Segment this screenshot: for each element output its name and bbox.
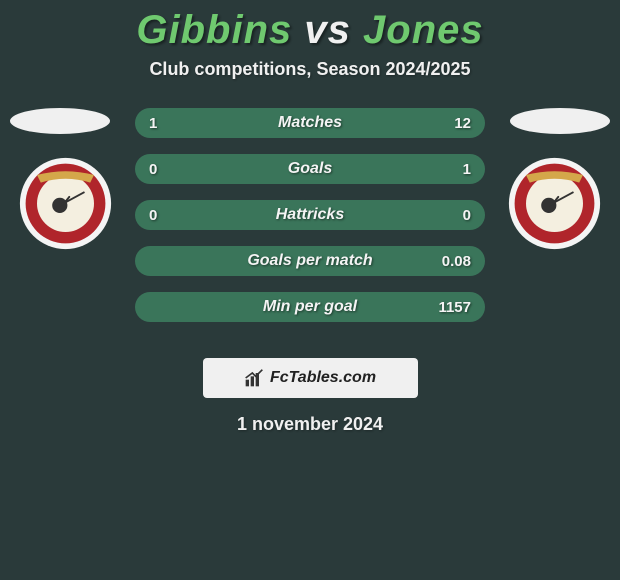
stat-label: Goals xyxy=(288,160,332,178)
player1-name: Gibbins xyxy=(136,8,292,52)
stat-right-value: 0.08 xyxy=(442,253,471,270)
player2-name: Jones xyxy=(363,8,484,52)
stat-row: Goals per match 0.08 xyxy=(135,246,485,276)
stat-row: Min per goal 1157 xyxy=(135,292,485,322)
vs-text: vs xyxy=(304,8,351,52)
right-crest xyxy=(507,156,602,251)
stat-right-value: 12 xyxy=(454,115,471,132)
brand-badge: FcTables.com xyxy=(203,358,418,398)
chart-icon xyxy=(244,368,264,388)
stat-left-value: 0 xyxy=(149,207,157,224)
stat-label: Min per goal xyxy=(263,298,357,316)
left-ellipse xyxy=(10,108,110,134)
subtitle: Club competitions, Season 2024/2025 xyxy=(0,59,620,80)
stat-left-value: 0 xyxy=(149,161,157,178)
stat-right-value: 1 xyxy=(463,161,471,178)
left-crest xyxy=(18,156,113,251)
comparison-chart: 1 Matches 12 0 Goals 1 0 Hattricks 0 Goa… xyxy=(0,108,620,338)
stat-label: Goals per match xyxy=(247,252,372,270)
right-ellipse xyxy=(510,108,610,134)
stat-bars: 1 Matches 12 0 Goals 1 0 Hattricks 0 Goa… xyxy=(135,108,485,322)
stat-row: 0 Goals 1 xyxy=(135,154,485,184)
stat-right-value: 0 xyxy=(463,207,471,224)
page-title: Gibbins vs Jones xyxy=(0,0,620,53)
stat-row: 0 Hattricks 0 xyxy=(135,200,485,230)
stat-left-value: 1 xyxy=(149,115,157,132)
stat-label: Hattricks xyxy=(276,206,344,224)
stat-row: 1 Matches 12 xyxy=(135,108,485,138)
stat-label: Matches xyxy=(278,114,342,132)
date-text: 1 november 2024 xyxy=(0,414,620,435)
stat-right-value: 1157 xyxy=(438,299,471,316)
brand-text: FcTables.com xyxy=(270,369,376,387)
